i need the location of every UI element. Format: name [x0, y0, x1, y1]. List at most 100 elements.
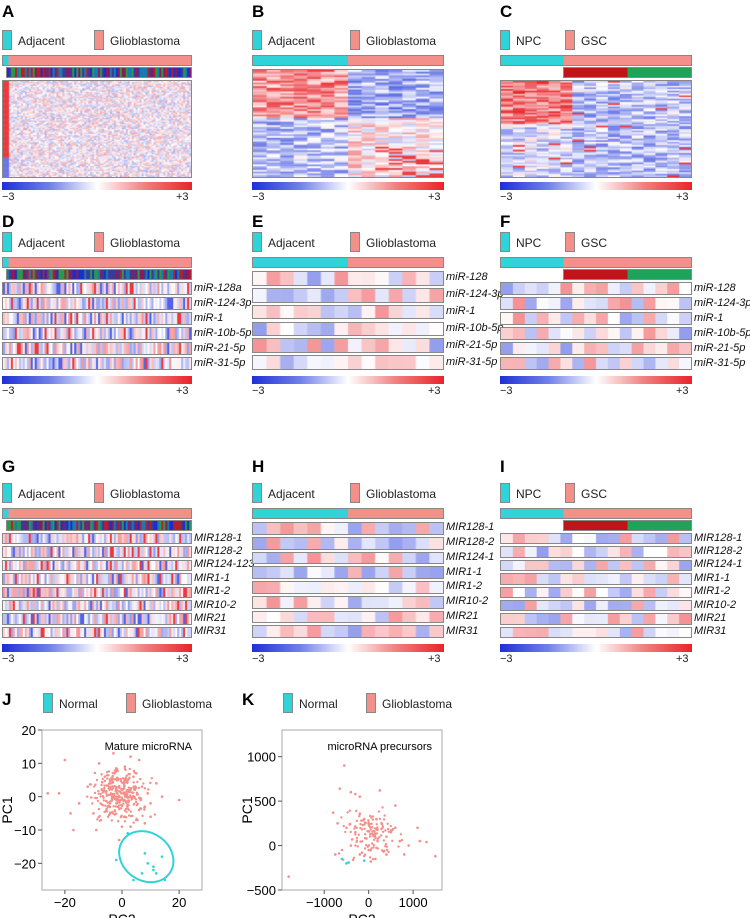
- legend-label-tumor: GSC: [581, 34, 608, 48]
- glioblastoma-point: [128, 796, 132, 799]
- legend-label-normal: Adjacent: [18, 34, 65, 48]
- glioblastoma-point: [105, 807, 108, 811]
- glioblastoma-point: [383, 814, 386, 817]
- legend-swatch-normal: [2, 483, 12, 503]
- y-tick-label: −500: [247, 883, 276, 898]
- glioblastoma-point: [365, 837, 368, 840]
- row-label: MIR21: [694, 611, 727, 624]
- glioblastoma-point: [127, 808, 130, 812]
- glioblastoma-point: [109, 782, 112, 785]
- glioblastoma-point: [394, 826, 397, 830]
- scale-min-label: −3: [2, 191, 15, 203]
- glioblastoma-point: [111, 786, 115, 789]
- x-tick-label: −1000: [306, 895, 343, 910]
- legend-swatch-tumor: [366, 693, 376, 713]
- scale-max-label: +3: [676, 385, 689, 397]
- glioblastoma-point: [160, 795, 164, 798]
- row-label: miR-21-5p: [446, 338, 498, 351]
- glioblastoma-point: [46, 792, 50, 795]
- glioblastoma-point: [370, 822, 373, 825]
- x-axis-label: PC2: [348, 911, 375, 918]
- legend-label-tumor: GSC: [581, 236, 608, 250]
- glioblastoma-point: [139, 807, 143, 810]
- heatmap-row: [2, 533, 192, 545]
- glioblastoma-point: [122, 799, 125, 802]
- glioblastoma-point: [111, 810, 114, 814]
- glioblastoma-point: [384, 829, 387, 832]
- panel-label-c: C: [500, 2, 513, 21]
- row-label: MIR1-1: [694, 571, 731, 584]
- glioblastoma-point: [97, 807, 101, 811]
- glioblastoma-point: [372, 838, 376, 842]
- panel-label-b: B: [252, 2, 265, 21]
- glioblastoma-point: [374, 817, 378, 821]
- glioblastoma-point: [93, 791, 97, 795]
- glioblastoma-point: [141, 814, 144, 818]
- glioblastoma-point: [378, 836, 381, 839]
- row-label: MIR10-2: [194, 598, 237, 611]
- glioblastoma-point: [123, 809, 126, 812]
- glioblastoma-point: [132, 775, 135, 778]
- glioblastoma-point: [371, 857, 375, 861]
- glioblastoma-point: [418, 839, 422, 843]
- glioblastoma-point: [147, 788, 150, 791]
- row-label: miR-1: [694, 311, 724, 324]
- color-scale-bar: [2, 644, 192, 652]
- legend-swatch-tumor: [565, 483, 575, 503]
- row-label: MIR31: [194, 625, 227, 638]
- glioblastoma-point: [425, 840, 428, 844]
- legend-label-tumor: Glioblastoma: [382, 697, 453, 711]
- row-label: miR-128: [446, 271, 488, 284]
- heatmap-row: [2, 586, 192, 598]
- glioblastoma-point: [127, 814, 131, 817]
- legend-label-tumor: Glioblastoma: [366, 34, 437, 48]
- legend-swatch-normal: [500, 483, 510, 503]
- glioblastoma-point: [131, 814, 134, 818]
- glioblastoma-point: [357, 833, 360, 837]
- legend-swatch-tumor: [565, 30, 575, 50]
- glioblastoma-point: [108, 780, 112, 783]
- glioblastoma-point: [132, 769, 136, 773]
- heatmap-row: [500, 297, 692, 310]
- row-label: miR-128: [694, 281, 736, 294]
- glioblastoma-point: [122, 785, 126, 788]
- glioblastoma-point: [112, 795, 115, 798]
- group-annotation-bar: [252, 55, 444, 66]
- glioblastoma-point: [98, 819, 102, 822]
- legend-swatch-normal: [43, 693, 53, 713]
- glioblastoma-point: [382, 818, 386, 821]
- scale-max-label: +3: [176, 385, 189, 397]
- glioblastoma-point: [107, 813, 111, 817]
- normal-point: [152, 865, 155, 868]
- glioblastoma-point: [94, 828, 98, 832]
- row-label: MIR124-1: [446, 550, 495, 563]
- glioblastoma-point: [380, 849, 384, 852]
- color-scale-bar: [2, 376, 192, 384]
- plot-title: microRNA precursors: [327, 741, 432, 753]
- glioblastoma-point: [354, 833, 357, 836]
- glioblastoma-point: [384, 842, 388, 846]
- glioblastoma-point: [86, 795, 89, 798]
- row-label: MIR31: [694, 625, 727, 638]
- glioblastoma-point: [133, 788, 136, 791]
- glioblastoma-point: [331, 811, 335, 814]
- panel-label-d: D: [2, 212, 15, 231]
- x-tick-label: 0: [118, 895, 125, 910]
- glioblastoma-point: [77, 802, 81, 805]
- heatmap-row: [500, 533, 692, 545]
- heatmap-row: [500, 573, 692, 585]
- glioblastoma-point: [355, 840, 358, 844]
- legend-label-normal: Normal: [299, 697, 338, 711]
- glioblastoma-point: [116, 801, 119, 805]
- subtype-annotation-bar: [6, 67, 192, 78]
- glioblastoma-point: [101, 795, 105, 798]
- glioblastoma-point: [72, 828, 75, 832]
- heatmap-row: [252, 287, 444, 303]
- glioblastoma-point: [142, 782, 145, 785]
- glioblastoma-point: [107, 774, 110, 777]
- heatmap-row: [252, 536, 444, 550]
- glioblastoma-point: [106, 770, 109, 774]
- glioblastoma-point: [334, 853, 337, 856]
- heatmap-row: [2, 312, 192, 325]
- glioblastoma-point: [154, 782, 158, 785]
